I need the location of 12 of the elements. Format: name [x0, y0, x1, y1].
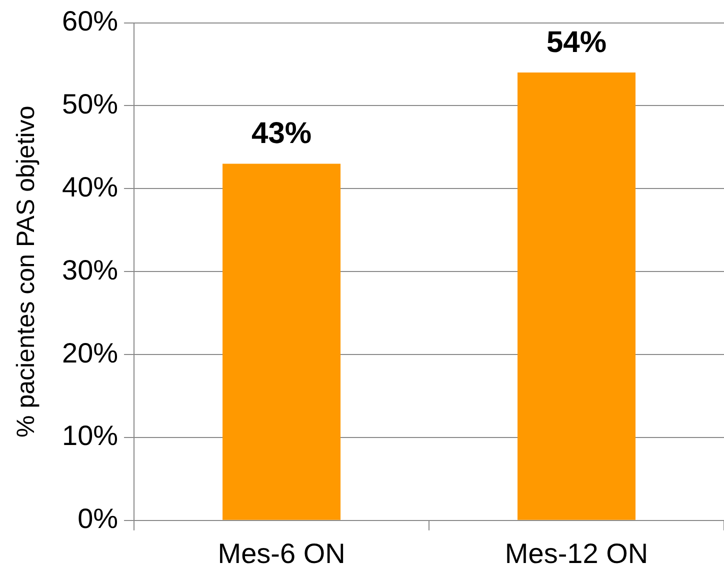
- y-axis-title: % pacientes con PAS objetivo: [12, 106, 40, 438]
- y-tick-label: 50%: [62, 88, 118, 120]
- y-tick-label: 60%: [62, 6, 118, 37]
- y-tick-label: 20%: [62, 337, 118, 368]
- y-tick-label: 0%: [78, 503, 118, 534]
- data-label: 43%: [252, 117, 312, 150]
- data-label: 54%: [546, 26, 607, 59]
- x-tick-label: Mes-12 ON: [504, 538, 648, 569]
- x-tick-label: Mes-6 ON: [218, 538, 346, 569]
- y-tick-label: 10%: [62, 420, 118, 452]
- y-tick-label: 40%: [62, 171, 118, 202]
- y-tick-label: 30%: [62, 254, 118, 286]
